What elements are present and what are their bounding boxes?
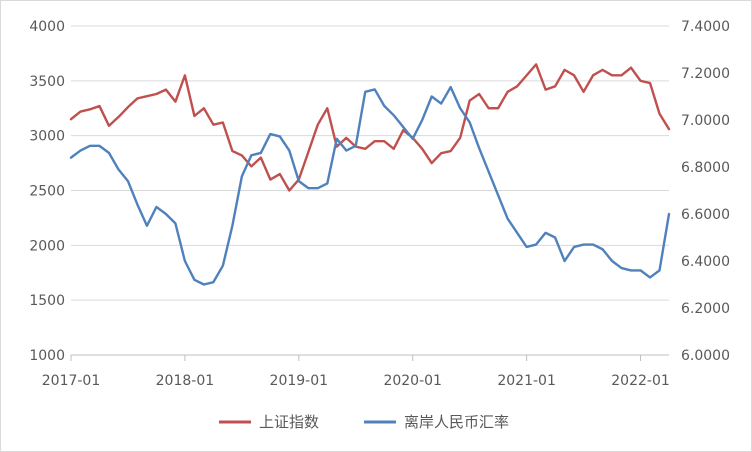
left-axis-tick-label: 1000: [29, 348, 65, 364]
left-axis-tick-label: 3000: [29, 129, 65, 145]
right-axis-tick-label: 6.8000: [681, 160, 730, 176]
left-axis-tick-label: 4000: [29, 19, 65, 35]
left-axis-tick-label: 3500: [29, 74, 65, 90]
left-axis-tick-label: 2000: [29, 238, 65, 254]
right-axis-tick-label: 7.0000: [681, 113, 730, 129]
right-axis-tick-label: 7.2000: [681, 66, 730, 82]
right-axis-tick-label: 6.4000: [681, 254, 730, 270]
left-axis-tick-label: 2500: [29, 184, 65, 200]
right-axis-tick-label: 6.2000: [681, 301, 730, 317]
right-axis-tick-label: 6.6000: [681, 207, 730, 223]
legend-label: 离岸人民币汇率: [404, 413, 509, 431]
legend: 上证指数 离岸人民币汇率: [219, 413, 509, 431]
right-axis-tick-labels: 6.0000 6.2000 6.4000 6.6000 6.8000 7.0000 7.20…: [681, 19, 730, 364]
x-axis-tick-label: 2018-01: [156, 373, 215, 389]
x-axis-tick-label: 2019-01: [270, 373, 329, 389]
series-line-2: [69, 85, 671, 286]
series-lines: [69, 63, 671, 286]
x-axis-tick-label: 2021-01: [497, 373, 556, 389]
x-axis-tick-label: 2020-01: [383, 373, 442, 389]
gridlines: [71, 25, 669, 301]
axes: [70, 354, 669, 361]
left-axis-tick-labels: 1000 1500 2000 2500 3000 3500 4000: [29, 19, 65, 364]
right-axis-tick-label: 7.4000: [681, 19, 730, 35]
left-axis-tick-label: 1500: [29, 293, 65, 309]
x-axis-tick-label: 2017-01: [42, 373, 101, 389]
right-axis-tick-label: 6.0000: [681, 348, 730, 364]
x-axis-tick-label: 2022-01: [611, 373, 670, 389]
x-axis-tick-labels: 2017-01 2018-01 2019-01 2020-01 2021-01 2022-…: [42, 373, 670, 389]
legend-label: 上证指数: [259, 413, 319, 431]
series-line-1: [69, 63, 671, 192]
